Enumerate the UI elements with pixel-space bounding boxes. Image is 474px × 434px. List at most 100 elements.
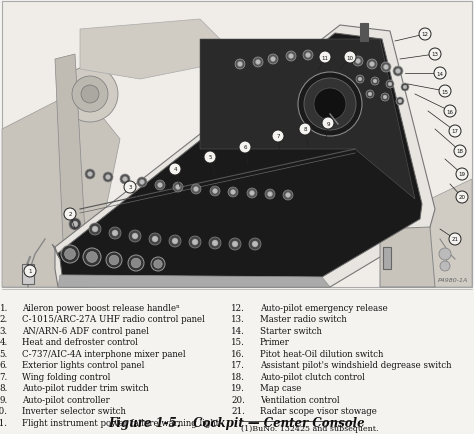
- Circle shape: [267, 192, 273, 197]
- Circle shape: [449, 233, 461, 246]
- Circle shape: [393, 67, 403, 77]
- Bar: [383, 247, 391, 270]
- Circle shape: [88, 172, 92, 177]
- Circle shape: [370, 62, 374, 67]
- Circle shape: [192, 240, 198, 246]
- Circle shape: [449, 126, 461, 138]
- Circle shape: [356, 76, 364, 84]
- Polygon shape: [57, 34, 422, 277]
- Circle shape: [106, 253, 122, 268]
- Circle shape: [157, 183, 163, 188]
- Text: Inverter selector switch: Inverter selector switch: [22, 407, 126, 415]
- Circle shape: [169, 236, 181, 247]
- Circle shape: [87, 252, 97, 263]
- Circle shape: [386, 81, 394, 89]
- Circle shape: [366, 91, 374, 99]
- Circle shape: [103, 173, 113, 183]
- Circle shape: [439, 86, 451, 98]
- Text: 2.: 2.: [0, 315, 8, 324]
- Text: 21.: 21.: [231, 407, 245, 415]
- Circle shape: [353, 57, 363, 67]
- Text: 20.: 20.: [231, 395, 245, 404]
- Circle shape: [237, 62, 243, 67]
- Text: 9.: 9.: [0, 395, 8, 404]
- Circle shape: [85, 170, 95, 180]
- Circle shape: [298, 73, 362, 137]
- Circle shape: [304, 79, 356, 131]
- Text: Exterior lights control panel: Exterior lights control panel: [22, 361, 145, 370]
- Text: 21: 21: [452, 237, 458, 242]
- Text: 8.: 8.: [0, 384, 8, 393]
- Circle shape: [303, 51, 313, 61]
- Text: 3.: 3.: [0, 326, 8, 335]
- Circle shape: [271, 57, 275, 62]
- Circle shape: [230, 190, 236, 195]
- Circle shape: [265, 190, 275, 200]
- Circle shape: [388, 83, 392, 87]
- Text: 16.: 16.: [231, 349, 245, 358]
- Text: Map case: Map case: [260, 384, 301, 393]
- Circle shape: [299, 124, 311, 136]
- Circle shape: [128, 256, 144, 271]
- Circle shape: [255, 60, 261, 66]
- Text: Heat and defroster control: Heat and defroster control: [22, 338, 138, 347]
- Circle shape: [289, 54, 293, 59]
- Circle shape: [434, 68, 446, 80]
- Text: 14.: 14.: [231, 326, 245, 335]
- Circle shape: [395, 69, 401, 74]
- Circle shape: [268, 55, 278, 65]
- Circle shape: [235, 60, 245, 70]
- Circle shape: [212, 240, 218, 247]
- Circle shape: [249, 191, 255, 196]
- Circle shape: [92, 227, 98, 233]
- Text: 13.: 13.: [231, 315, 245, 324]
- Text: (1)BuNo. 132425 and subsequent.: (1)BuNo. 132425 and subsequent.: [241, 424, 379, 432]
- Circle shape: [124, 181, 136, 194]
- Polygon shape: [58, 275, 330, 287]
- Circle shape: [247, 188, 257, 198]
- Text: 18: 18: [456, 149, 464, 154]
- Circle shape: [381, 63, 391, 73]
- Text: 2: 2: [68, 212, 72, 217]
- Circle shape: [314, 89, 346, 121]
- Circle shape: [109, 256, 119, 265]
- Text: 14: 14: [437, 71, 444, 76]
- Circle shape: [283, 191, 293, 201]
- Polygon shape: [380, 227, 435, 287]
- Circle shape: [137, 178, 147, 187]
- Circle shape: [122, 177, 128, 182]
- Circle shape: [367, 60, 377, 70]
- Circle shape: [72, 221, 78, 227]
- Text: Master radio switch: Master radio switch: [260, 315, 347, 324]
- Circle shape: [371, 78, 379, 86]
- Text: 12: 12: [421, 33, 428, 37]
- Circle shape: [175, 185, 181, 190]
- Circle shape: [191, 184, 201, 194]
- Circle shape: [209, 237, 221, 250]
- Circle shape: [154, 260, 162, 269]
- Circle shape: [398, 100, 402, 104]
- Text: C-737/AIC-4A interphone mixer panel: C-737/AIC-4A interphone mixer panel: [22, 349, 186, 358]
- Circle shape: [306, 53, 310, 58]
- Circle shape: [439, 248, 451, 260]
- Circle shape: [169, 164, 181, 176]
- Circle shape: [401, 84, 409, 92]
- Circle shape: [396, 98, 404, 106]
- Text: Aileron power boost release handleⁿ: Aileron power boost release handleⁿ: [22, 303, 180, 312]
- Circle shape: [81, 86, 99, 104]
- Text: 7: 7: [276, 134, 280, 139]
- Circle shape: [383, 96, 387, 100]
- Text: 6.: 6.: [0, 361, 8, 370]
- Circle shape: [249, 238, 261, 250]
- Text: Auto-pilot clutch control: Auto-pilot clutch control: [260, 372, 365, 381]
- Circle shape: [228, 187, 238, 197]
- Circle shape: [131, 259, 141, 268]
- Text: 20: 20: [458, 195, 465, 200]
- Text: 8: 8: [303, 127, 307, 132]
- Circle shape: [120, 174, 130, 184]
- Circle shape: [239, 141, 251, 154]
- Circle shape: [368, 93, 372, 97]
- Text: 17.: 17.: [231, 361, 245, 370]
- Bar: [22, 264, 34, 284]
- Text: 19.: 19.: [231, 384, 245, 393]
